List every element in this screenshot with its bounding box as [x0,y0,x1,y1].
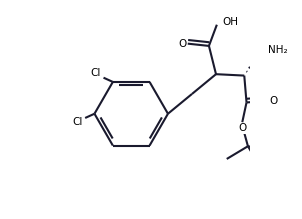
Text: Cl: Cl [91,69,101,78]
Text: NH₂: NH₂ [268,45,287,55]
Text: O: O [178,39,187,49]
Text: O: O [269,96,278,106]
Text: OH: OH [222,18,238,27]
Text: Cl: Cl [72,117,83,127]
Text: O: O [238,124,246,133]
